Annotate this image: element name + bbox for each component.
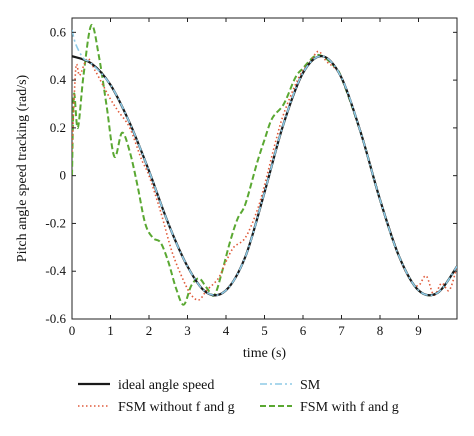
legend-label: SM — [300, 378, 321, 393]
x-tick-label: 1 — [107, 323, 114, 338]
series-line-fsm-with-f-and-g — [72, 24, 457, 306]
plot-frame — [71, 17, 458, 320]
legend-label: ideal angle speed — [118, 378, 214, 393]
x-tick-label: 2 — [146, 323, 153, 338]
x-tick-label: 5 — [261, 323, 268, 338]
x-tick-label: 3 — [184, 323, 191, 338]
series-line-ideal-angle-speed — [72, 55, 457, 297]
legend: ideal angle speed SM FSM without f and g FS… — [78, 378, 399, 415]
ticks-layer: 0 1 2 3 4 5 6 7 8 9 -0.6 -0.4 -0.2 0 0.2 0.4 0.6 — [45, 18, 457, 338]
x-tick-label: 4 — [223, 323, 230, 338]
y-axis-label: Pitch angle speed tracking (rad/s) — [15, 74, 30, 262]
plot-border — [71, 17, 458, 320]
x-axis-label: time (s) — [243, 346, 286, 361]
series-line-sm — [72, 29, 457, 297]
series-layer — [72, 24, 457, 306]
y-tick-label: 0.6 — [50, 24, 67, 39]
legend-label: FSM with f and g — [300, 400, 399, 415]
x-tick-label: 9 — [415, 323, 422, 338]
y-tick-label: 0.2 — [50, 120, 66, 135]
x-tick-label: 7 — [338, 323, 345, 338]
y-tick-label: -0.4 — [45, 263, 66, 278]
x-tick-label: 6 — [300, 323, 307, 338]
y-tick-label: 0 — [60, 168, 67, 183]
legend-label: FSM without f and g — [118, 400, 235, 415]
x-tick-label: 8 — [377, 323, 384, 338]
series-line-fsm-without-f-and-g — [72, 50, 457, 301]
x-tick-label: 0 — [69, 323, 76, 338]
y-tick-label: -0.2 — [45, 215, 66, 230]
y-tick-label: 0.4 — [50, 72, 67, 87]
y-tick-label: -0.6 — [45, 311, 66, 326]
